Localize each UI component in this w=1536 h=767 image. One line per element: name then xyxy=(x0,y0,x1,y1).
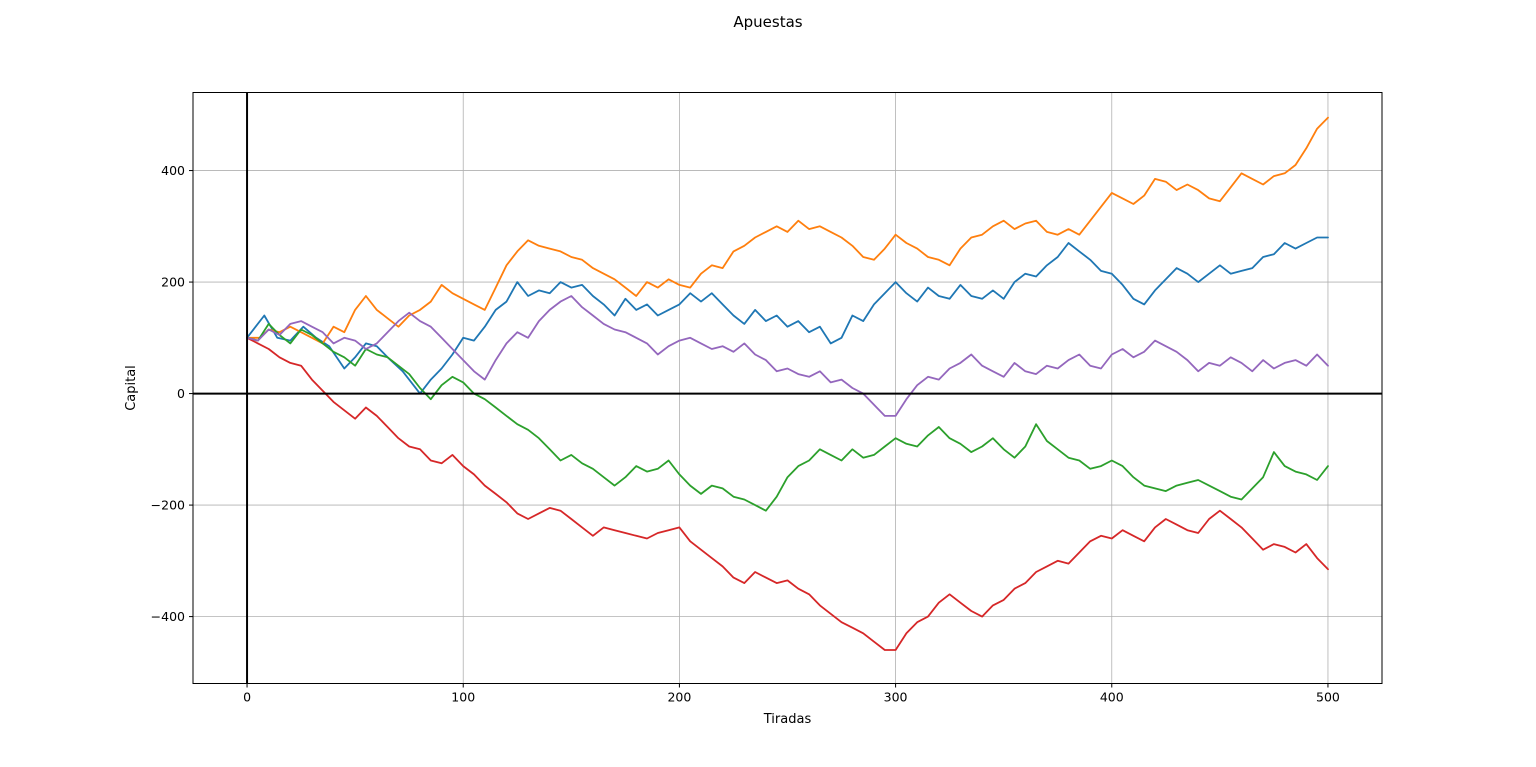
series-line-2 xyxy=(246,116,1329,345)
series-line-5 xyxy=(246,295,1329,417)
x-tick-label: 0 xyxy=(243,690,251,705)
x-tick-label: 500 xyxy=(1316,690,1340,705)
series-line-4 xyxy=(246,336,1329,651)
x-axis-label: Tiradas xyxy=(763,712,812,727)
series-layer xyxy=(246,116,1329,651)
y-tick-label: −200 xyxy=(151,498,185,513)
x-tick-label: 200 xyxy=(667,690,691,705)
x-tick-label: 300 xyxy=(884,690,908,705)
zero-lines xyxy=(193,92,1382,684)
y-tick-label: 400 xyxy=(161,163,185,178)
chart-title: Apuestas xyxy=(733,13,802,31)
y-tick-label: 0 xyxy=(177,386,185,401)
ticks: 0 100 200 300 400 500 −400 −200 0 200 400 xyxy=(151,163,1340,704)
x-tick-label: 100 xyxy=(451,690,475,705)
plot-frame xyxy=(192,92,1383,684)
y-tick-label: −400 xyxy=(151,609,185,624)
grid xyxy=(193,92,1382,684)
y-tick-label: 200 xyxy=(161,275,185,290)
x-tick-label: 400 xyxy=(1100,690,1124,705)
series-line-3 xyxy=(246,323,1329,512)
y-axis-label: Capital xyxy=(124,365,139,411)
